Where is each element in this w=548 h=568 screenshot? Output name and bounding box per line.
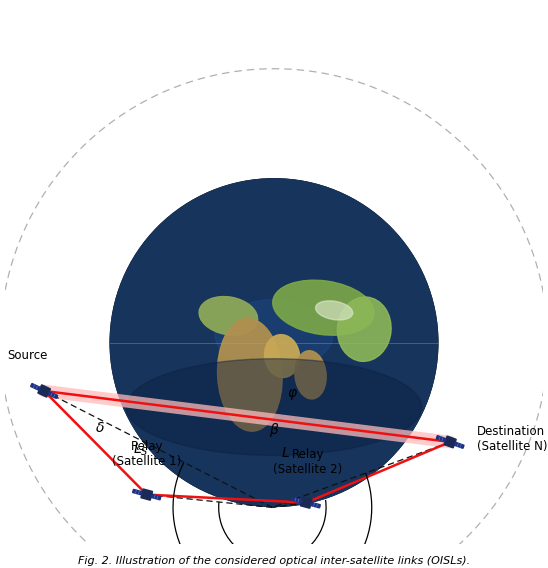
Text: $\beta$: $\beta$ xyxy=(269,421,279,439)
Ellipse shape xyxy=(265,335,300,378)
Ellipse shape xyxy=(126,359,422,456)
Text: $\varphi$: $\varphi$ xyxy=(287,387,298,402)
Polygon shape xyxy=(292,498,301,503)
Polygon shape xyxy=(454,442,464,448)
Text: $L$: $L$ xyxy=(281,446,289,460)
Ellipse shape xyxy=(338,297,391,361)
Text: $L_S$: $L_S$ xyxy=(133,441,149,458)
Text: Relay
(Satellite 2): Relay (Satellite 2) xyxy=(273,448,342,476)
Polygon shape xyxy=(151,494,161,500)
Polygon shape xyxy=(141,489,152,500)
Polygon shape xyxy=(38,385,50,397)
Text: $\delta$: $\delta$ xyxy=(95,421,105,435)
Ellipse shape xyxy=(199,296,258,335)
Polygon shape xyxy=(48,392,58,398)
Text: Destination
(Satellite N): Destination (Satellite N) xyxy=(477,425,547,453)
Polygon shape xyxy=(31,383,40,390)
Ellipse shape xyxy=(295,350,326,399)
Circle shape xyxy=(110,179,438,507)
Polygon shape xyxy=(444,436,456,448)
Ellipse shape xyxy=(316,301,353,320)
Text: Relay
(Satellite 1): Relay (Satellite 1) xyxy=(112,440,181,467)
Text: Fig. 2. Illustration of the considered optical inter-satellite links (OISLs).: Fig. 2. Illustration of the considered o… xyxy=(78,556,470,566)
Polygon shape xyxy=(300,497,312,508)
Text: Source: Source xyxy=(7,349,47,362)
Polygon shape xyxy=(133,490,142,495)
Ellipse shape xyxy=(273,280,374,335)
Ellipse shape xyxy=(215,300,333,369)
Ellipse shape xyxy=(218,319,282,431)
Polygon shape xyxy=(436,436,446,442)
Polygon shape xyxy=(311,503,321,508)
